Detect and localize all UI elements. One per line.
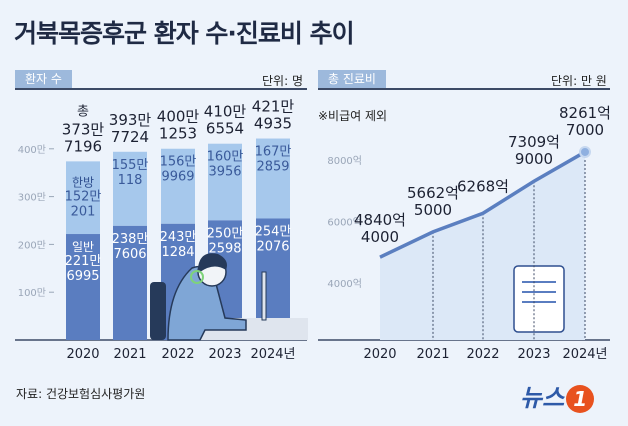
total-prefix: 총 xyxy=(77,104,89,119)
total-label: 393만 xyxy=(109,111,152,129)
bar-label-general: 254만 xyxy=(255,224,292,239)
document-icon xyxy=(513,265,565,333)
bar-label-general: 6995 xyxy=(66,269,99,284)
bar-label-general: 243만 xyxy=(160,230,197,245)
x-tick-label: 2020 xyxy=(66,347,99,362)
bar-oriental xyxy=(208,143,242,221)
bar-label-oriental: 155만 xyxy=(112,158,149,173)
value-label: 4000 xyxy=(361,228,399,246)
bar-label-general: 2598 xyxy=(208,241,241,256)
person-at-desk-illustration xyxy=(150,253,308,341)
x-tick-label: 2023 xyxy=(517,347,550,362)
y-tick-label: 100만 xyxy=(18,287,46,299)
source-note: 자료: 건강보험심사평가원 xyxy=(16,387,146,401)
bar-label-general: 221만 xyxy=(65,254,102,269)
y-tick-label: 4000억 xyxy=(327,278,362,290)
x-tick-label: 2024년 xyxy=(250,347,295,362)
monitor xyxy=(261,271,267,321)
value-label: 8261억 xyxy=(559,104,611,122)
y-tick-label: 8000억 xyxy=(327,155,362,167)
bar-oriental xyxy=(161,148,195,224)
total-label: 1253 xyxy=(159,125,197,143)
bar-label-oriental: 9969 xyxy=(161,170,194,185)
divider xyxy=(15,88,307,90)
cost-unit: 단위: 만 원 xyxy=(551,74,607,88)
end-point xyxy=(579,145,591,158)
series-label-general: 일반 xyxy=(72,240,94,254)
pain-icon xyxy=(190,270,204,284)
value-label: 7309억 xyxy=(508,133,560,151)
bar-label-general: 7606 xyxy=(113,247,146,262)
y-tick-label: 300만 xyxy=(18,192,46,204)
total-label: 6554 xyxy=(206,120,244,138)
cost-panel-tag: 총 진료비 xyxy=(318,70,386,88)
y-tick-label: 400만 xyxy=(18,144,46,156)
series-label-oriental: 한방 xyxy=(72,175,94,189)
bar-label-oriental: 2859 xyxy=(256,160,289,175)
total-label: 421만 xyxy=(252,98,295,116)
bar-label-oriental: 3956 xyxy=(208,165,241,180)
total-label: 400만 xyxy=(157,108,200,126)
bar-label-general: 238만 xyxy=(112,232,149,247)
bar-label-general: 250만 xyxy=(207,226,244,241)
bar-general xyxy=(66,234,100,340)
patients-panel-tag: 환자 수 xyxy=(15,70,72,88)
bar-label-oriental: 167만 xyxy=(255,145,292,160)
bar-oriental xyxy=(256,138,290,219)
page-title: 거북목증후군 환자 수·진료비 추이 xyxy=(14,19,355,48)
bar-oriental xyxy=(113,151,147,226)
value-label: 9000 xyxy=(515,150,553,168)
total-label: 4935 xyxy=(254,115,292,133)
total-label: 7724 xyxy=(111,128,149,146)
x-tick-label: 2021 xyxy=(416,347,449,362)
total-label: 7196 xyxy=(64,137,102,155)
x-tick-label: 2024년 xyxy=(562,347,607,362)
divider xyxy=(318,88,610,90)
person-body xyxy=(167,265,247,341)
bar-label-oriental: 160만 xyxy=(207,150,244,165)
cost-note: ※비급여 제외 xyxy=(318,109,388,123)
bar-label-oriental: 156만 xyxy=(160,155,197,170)
patients-unit: 단위: 명 xyxy=(262,74,303,88)
bar-oriental xyxy=(66,161,100,235)
series-line xyxy=(379,150,586,259)
value-label: 5000 xyxy=(414,201,452,219)
value-label: 5662억 xyxy=(407,184,459,202)
bar-label-oriental: 152만 xyxy=(65,189,102,204)
y-tick-label: 6000억 xyxy=(327,217,362,229)
person-hair xyxy=(198,253,227,272)
total-label: 410만 xyxy=(204,103,247,121)
x-tick-label: 2023 xyxy=(208,347,241,362)
bar-label-general: 1284 xyxy=(161,245,194,260)
bar-label-oriental: 201 xyxy=(71,204,96,219)
bar-label-general: 2076 xyxy=(256,239,289,254)
x-tick-label: 2022 xyxy=(466,347,499,362)
x-tick-label: 2020 xyxy=(363,347,396,362)
news1-logo: 뉴스 1 xyxy=(520,378,595,413)
bar-label-oriental: 118 xyxy=(118,173,143,188)
x-tick-label: 2021 xyxy=(113,347,146,362)
y-tick-label: 200만 xyxy=(18,239,46,251)
bar-general xyxy=(113,225,147,340)
value-label: 6268억 xyxy=(457,177,509,195)
value-label: 4840억 xyxy=(354,211,406,229)
x-tick-label: 2022 xyxy=(161,347,194,362)
chair xyxy=(150,282,166,340)
total-label: 373만 xyxy=(62,120,105,138)
value-label: 7000 xyxy=(566,121,604,139)
